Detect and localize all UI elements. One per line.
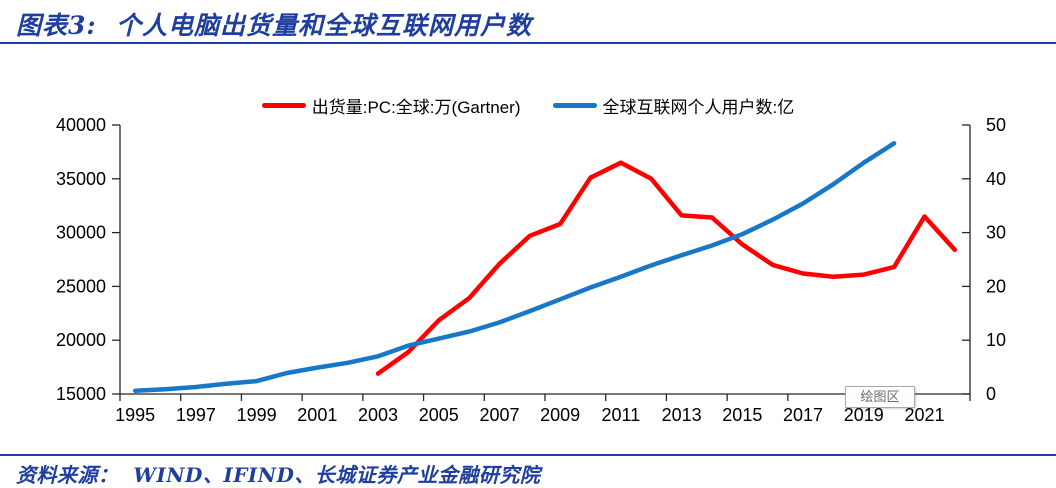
- chart-legend: 出货量:PC:全球:万(Gartner) 全球互联网个人用户数:亿: [0, 93, 1056, 118]
- right-axis-tick-label: 40: [986, 169, 1006, 189]
- legend-item-internet-users[interactable]: 全球互联网个人用户数:亿: [552, 93, 795, 118]
- plot-area-tooltip: 绘图区: [845, 386, 915, 408]
- right-axis-tick-label: 20: [986, 276, 1006, 296]
- left-axis-tick-label: 15000: [56, 384, 106, 404]
- x-axis-tick-label: 2007: [479, 405, 519, 425]
- legend-label-pc-shipments: 出货量:PC:全球:万(Gartner): [311, 98, 521, 117]
- x-axis-tick-label: 1999: [237, 405, 277, 425]
- x-axis-tick-label: 2017: [783, 405, 823, 425]
- left-axis-tick-label: 20000: [56, 330, 106, 350]
- legend-item-pc-shipments[interactable]: 出货量:PC:全球:万(Gartner): [261, 93, 521, 118]
- left-axis-tick-label: 25000: [56, 276, 106, 296]
- x-axis-tick-label: 2011: [602, 405, 641, 425]
- x-axis-tick-label: 2015: [722, 405, 762, 425]
- series-line-internet-users[interactable]: [132, 141, 897, 394]
- x-axis-tick-label: 2013: [662, 405, 702, 425]
- right-axis-tick-label: 30: [986, 223, 1006, 243]
- x-axis-tick-label: 2021: [904, 405, 944, 425]
- x-axis-tick-label: 1997: [176, 405, 216, 425]
- x-axis-tick-label: 2009: [540, 405, 580, 425]
- footer-divider: [0, 454, 1056, 456]
- title-divider: [0, 42, 1056, 44]
- source-note: 资料来源： WIND、IFIND、长城证券产业金融研究院: [16, 463, 541, 487]
- legend-label-internet-users: 全球互联网个人用户数:亿: [602, 98, 795, 117]
- left-axis-tick-label: 30000: [56, 223, 106, 243]
- x-axis-tick-label: 2003: [358, 405, 398, 425]
- series-line-pc-shipments[interactable]: [375, 160, 958, 376]
- left-axis-tick-label: 40000: [56, 115, 106, 135]
- x-axis-tick-label: 2005: [419, 405, 459, 425]
- legend-swatch-red-line-icon: [261, 103, 306, 108]
- page-title: 图表3: 个人电脑出货量和全球互联网用户数: [16, 11, 533, 40]
- legend-swatch-blue-line-icon: [552, 103, 597, 108]
- x-axis-tick-label: 1995: [115, 405, 155, 425]
- right-axis-tick-label: 0: [986, 384, 996, 404]
- x-axis-tick-label: 2019: [844, 405, 884, 425]
- right-axis-tick-label: 10: [986, 330, 1006, 350]
- left-axis-tick-label: 35000: [56, 169, 106, 189]
- right-axis-tick-label: 50: [986, 115, 1006, 135]
- x-axis-tick-label: 2001: [297, 405, 337, 425]
